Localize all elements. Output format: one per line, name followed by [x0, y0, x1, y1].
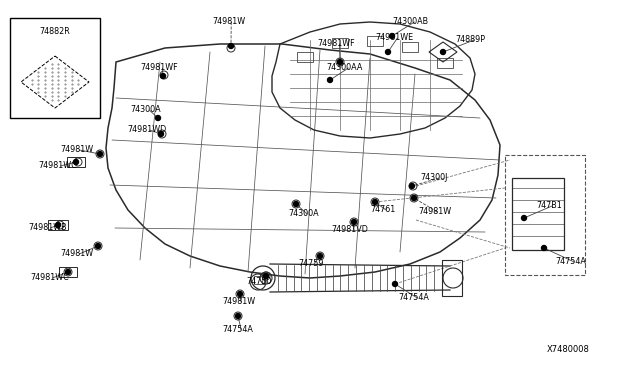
Text: 74981WC: 74981WC: [30, 273, 68, 282]
Bar: [442, 260, 462, 296]
Circle shape: [522, 215, 527, 221]
Bar: [367, 36, 383, 46]
Bar: [10, 18, 100, 118]
Bar: [59, 267, 77, 277]
Circle shape: [74, 160, 79, 164]
Text: 74981WE: 74981WE: [375, 33, 413, 42]
Text: 74981W: 74981W: [418, 208, 451, 217]
Text: 74981WD: 74981WD: [127, 125, 166, 135]
Circle shape: [412, 196, 417, 201]
Circle shape: [317, 253, 323, 259]
Circle shape: [56, 222, 61, 228]
Circle shape: [236, 314, 241, 318]
Text: 74750: 74750: [246, 278, 271, 286]
Text: 74981WB: 74981WB: [28, 224, 67, 232]
Circle shape: [294, 202, 298, 206]
Circle shape: [328, 77, 333, 83]
Circle shape: [95, 244, 100, 248]
Text: 74754A: 74754A: [555, 257, 586, 266]
Text: 74882R: 74882R: [40, 28, 70, 36]
Text: 74981W: 74981W: [222, 298, 255, 307]
Bar: [332, 38, 348, 48]
Circle shape: [97, 151, 102, 157]
Circle shape: [385, 49, 390, 55]
Text: 74981W: 74981W: [212, 17, 245, 26]
Circle shape: [228, 44, 234, 48]
Bar: [297, 52, 313, 62]
Text: 74889P: 74889P: [455, 35, 485, 45]
Text: X7480008: X7480008: [547, 346, 589, 355]
Text: 74300A: 74300A: [130, 106, 161, 115]
Bar: [402, 42, 418, 52]
Text: 74981VD: 74981VD: [331, 225, 368, 234]
Circle shape: [351, 219, 356, 224]
Circle shape: [440, 49, 445, 55]
Text: 74754A: 74754A: [398, 294, 429, 302]
Circle shape: [159, 131, 163, 137]
Text: 74759: 74759: [298, 260, 323, 269]
Text: 74981WC: 74981WC: [38, 161, 77, 170]
Bar: [437, 58, 453, 68]
Circle shape: [410, 183, 415, 189]
Circle shape: [161, 74, 166, 78]
Circle shape: [390, 33, 394, 38]
Text: 74754A: 74754A: [222, 326, 253, 334]
Bar: [505, 155, 585, 275]
Circle shape: [392, 282, 397, 286]
Bar: [254, 276, 264, 284]
Text: 74300AB: 74300AB: [392, 17, 428, 26]
Circle shape: [337, 60, 342, 64]
Text: 747B1: 747B1: [536, 202, 562, 211]
Circle shape: [541, 246, 547, 250]
Bar: [48, 220, 68, 230]
Bar: [512, 178, 564, 250]
Circle shape: [372, 199, 378, 205]
Text: 74300AA: 74300AA: [326, 64, 362, 73]
Circle shape: [156, 115, 161, 121]
Text: 74981W: 74981W: [60, 250, 93, 259]
Text: 74981WF: 74981WF: [140, 64, 178, 73]
Text: 74981WF: 74981WF: [317, 39, 355, 48]
Text: 74300J: 74300J: [420, 173, 447, 183]
Circle shape: [264, 273, 269, 279]
Text: 74300A: 74300A: [288, 209, 319, 218]
Text: 74761: 74761: [370, 205, 396, 215]
Circle shape: [65, 269, 70, 275]
Bar: [67, 157, 85, 167]
Circle shape: [237, 292, 243, 296]
Text: 74981W: 74981W: [60, 145, 93, 154]
